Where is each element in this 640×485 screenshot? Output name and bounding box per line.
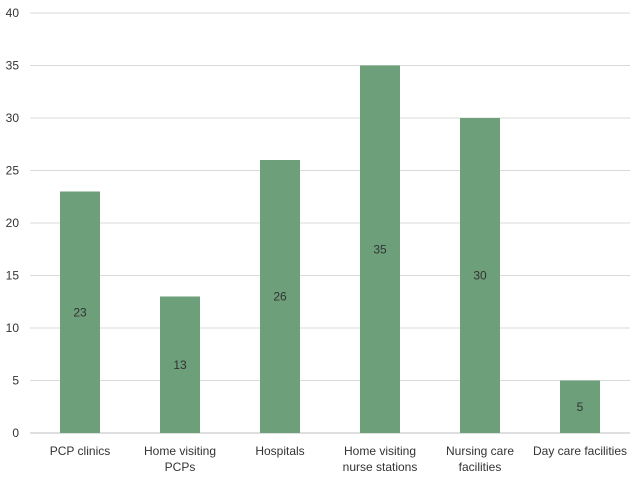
data-label: 5: [577, 400, 584, 414]
gridlines: [30, 12, 630, 434]
bar: [60, 191, 100, 433]
y-axis-ticks: 0 5 10 15 20 25 30 35 40: [6, 6, 20, 440]
x-axis-categories: PCP clinics Home visiting PCPs Hospitals Hom…: [50, 444, 627, 474]
data-label: 23: [73, 305, 87, 319]
data-label: 26: [273, 290, 287, 304]
data-labels: 23 13 26 35 30 5: [73, 242, 583, 414]
y-tick-label: 15: [6, 269, 20, 283]
y-tick-label: 40: [6, 6, 20, 20]
bars: [60, 65, 600, 433]
y-tick-label: 25: [6, 164, 20, 178]
bar: [360, 65, 400, 433]
x-category-label: Home visiting: [344, 444, 416, 458]
x-category-label: Day care facilities: [533, 444, 627, 458]
y-tick-label: 0: [12, 426, 19, 440]
x-category-label: Home visiting: [144, 444, 216, 458]
x-category-label: PCP clinics: [50, 444, 110, 458]
x-category-label: facilities: [459, 460, 502, 474]
y-tick-label: 20: [6, 216, 20, 230]
data-label: 13: [173, 358, 187, 372]
x-category-label: Nursing care: [446, 444, 514, 458]
y-tick-label: 30: [6, 111, 20, 125]
bar: [460, 118, 500, 433]
data-label: 30: [473, 269, 487, 283]
bar: [260, 160, 300, 433]
bar: [560, 380, 600, 433]
x-category-label: Hospitals: [255, 444, 304, 458]
x-category-label: PCPs: [165, 460, 196, 474]
y-tick-label: 35: [6, 59, 20, 73]
bar: [160, 296, 200, 433]
x-category-label: nurse stations: [343, 460, 418, 474]
data-label: 35: [373, 242, 387, 256]
y-tick-label: 10: [6, 321, 20, 335]
y-tick-label: 5: [12, 374, 19, 388]
